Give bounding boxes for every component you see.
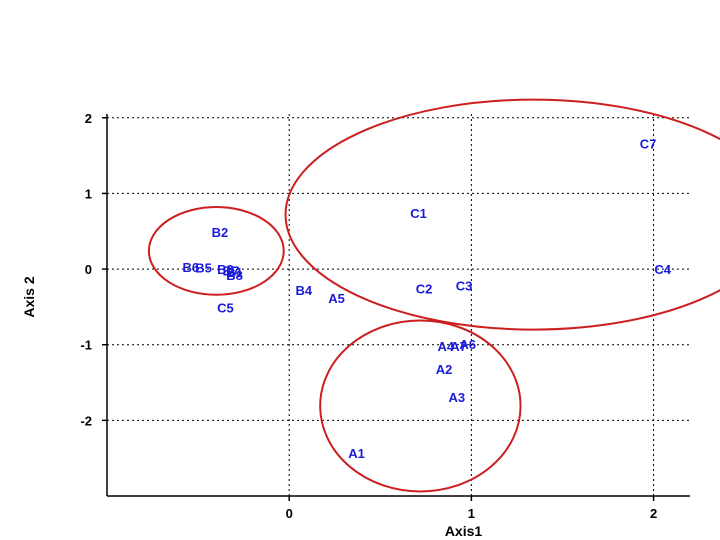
- point-label-b3: B3: [217, 262, 234, 277]
- point-label-b1: B1: [226, 265, 243, 280]
- point-label-b8: B8: [226, 268, 243, 283]
- grid: [107, 114, 690, 496]
- point-label-a1: A1: [348, 446, 365, 461]
- cluster-ellipses: [147, 98, 720, 493]
- axes: [102, 114, 690, 501]
- point-label-b2: B2: [212, 225, 229, 240]
- point-label-b7: B7: [223, 264, 240, 279]
- point-label-a5: A5: [328, 291, 345, 306]
- cluster-ellipse: [284, 98, 720, 331]
- point-label-b5: B5: [195, 261, 212, 276]
- point-label-c7: C7: [640, 137, 657, 152]
- y-tick-label: -1: [80, 338, 92, 353]
- x-tick-label: 2: [650, 506, 657, 521]
- point-label-a7: A7: [450, 339, 467, 354]
- point-label-c2: C2: [416, 282, 433, 297]
- cluster-ellipse: [147, 206, 285, 296]
- point-label-b6: B6: [182, 260, 199, 275]
- point-label-a4: A4: [438, 339, 455, 354]
- x-axis-title: Axis1: [445, 523, 483, 539]
- point-label-c4: C4: [654, 262, 671, 277]
- point-label-a2: A2: [436, 362, 453, 377]
- x-tick-label: 1: [468, 506, 475, 521]
- y-axis-title: Axis 2: [21, 276, 37, 317]
- point-label-a6: A6: [459, 337, 476, 352]
- point-label-b4: B4: [295, 283, 312, 298]
- point-label-c3: C3: [456, 279, 473, 294]
- x-tick-label: 0: [286, 506, 293, 521]
- y-tick-label: 0: [85, 262, 92, 277]
- tick-labels: -2 -1 0 1 2 0 1 2: [80, 111, 657, 521]
- y-tick-label: 2: [85, 111, 92, 126]
- point-label-c5: C5: [217, 301, 234, 316]
- y-tick-label: 1: [85, 186, 92, 201]
- point-label-a3: A3: [448, 390, 465, 405]
- point-label-c1: C1: [410, 206, 427, 221]
- cluster-ellipse: [319, 319, 522, 493]
- y-tick-label: -2: [80, 413, 92, 428]
